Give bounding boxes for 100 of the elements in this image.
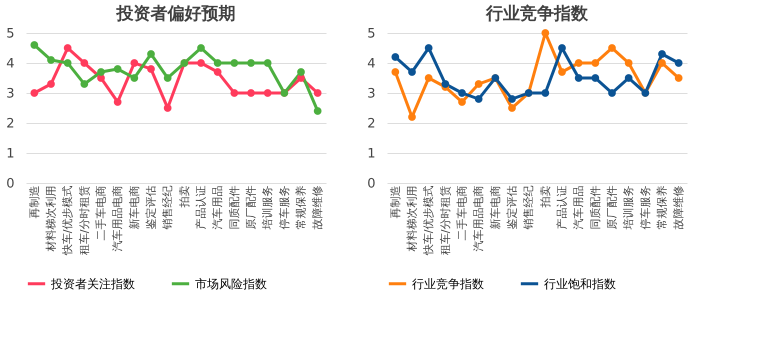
point (147, 50, 155, 58)
x-tick-label: 汽车用品电商 (472, 186, 486, 252)
point (264, 59, 272, 67)
point (197, 44, 205, 52)
y-tick-label: 0 (367, 176, 376, 192)
point (441, 80, 450, 88)
x-tick-label: 材料梯次利用 (406, 186, 418, 252)
x-tick-label: 新车电商 (128, 186, 141, 230)
x-tick-label: 二手车电商 (94, 186, 108, 240)
x-tick-label: 培训服务 (622, 186, 636, 230)
point (558, 68, 566, 76)
point (230, 89, 238, 97)
x-tick-label: 汽车用品 (572, 186, 586, 230)
x-tick-label: 鉴定评估 (506, 186, 518, 230)
x-tick-label: 产品认证 (194, 186, 208, 230)
point (624, 74, 633, 82)
point (591, 74, 600, 82)
x-tick-label: 再制造 (388, 186, 402, 218)
x-tick-label: 常规保养 (294, 186, 308, 230)
point (30, 89, 38, 97)
point (424, 74, 433, 82)
point (247, 89, 255, 97)
point (608, 44, 616, 52)
point (541, 89, 550, 97)
point (297, 68, 305, 76)
point (574, 74, 583, 82)
x-tick-label: 汽车用品 (211, 186, 224, 230)
chart-title: 行业竞争指数 (485, 4, 589, 24)
point (624, 59, 633, 67)
y-tick-label: 1 (367, 146, 376, 162)
legend-label: 行业竞争指数 (412, 276, 484, 291)
point (474, 80, 483, 88)
x-tick-label: 同质配件 (228, 186, 241, 230)
point (674, 74, 683, 82)
y-tick-label: 4 (6, 56, 14, 72)
y-tick-label: 2 (367, 116, 376, 132)
point (424, 44, 433, 52)
legend-label: 行业饱和指数 (544, 276, 616, 291)
point (558, 44, 566, 52)
point (164, 104, 172, 112)
y-tick-label: 3 (6, 86, 14, 102)
point (608, 89, 616, 97)
point (591, 59, 600, 67)
point (47, 56, 55, 64)
point (147, 65, 155, 73)
x-tick-label: 原厂配件 (606, 186, 618, 230)
x-tick-label: 拍卖 (538, 186, 552, 208)
point (458, 98, 466, 106)
point (80, 80, 88, 88)
point (508, 95, 516, 103)
y-tick-label: 0 (6, 176, 14, 192)
point (541, 29, 550, 37)
y-tick-label: 1 (6, 146, 14, 162)
point (658, 50, 666, 58)
x-tick-label: 鉴定评估 (144, 186, 158, 230)
point (47, 80, 55, 88)
x-tick-label: 再制造 (28, 186, 41, 218)
point (458, 89, 466, 97)
point (30, 41, 38, 49)
legend-label: 市场风险指数 (195, 276, 267, 291)
x-tick-label: 故障维修 (311, 186, 324, 230)
point (130, 59, 138, 67)
point (264, 89, 272, 97)
chart-title: 投资者偏好预期 (116, 4, 236, 24)
point (130, 74, 138, 82)
point (164, 74, 172, 82)
x-tick-label: 快车/优步模式 (422, 186, 436, 256)
point (674, 59, 683, 67)
x-tick-label: 销售经纪 (522, 186, 536, 230)
x-tick-label: 同质配件 (588, 186, 602, 230)
point (474, 95, 483, 103)
point (64, 44, 72, 52)
x-tick-label: 新车电商 (488, 186, 502, 230)
point (314, 107, 322, 115)
point (114, 65, 122, 73)
y-tick-label: 5 (367, 26, 376, 42)
point (391, 68, 400, 76)
x-tick-label: 培训服务 (261, 186, 274, 230)
x-tick-label: 快车/优步模式 (61, 186, 74, 256)
legend-label: 投资者关注指数 (50, 276, 135, 291)
point (508, 104, 516, 112)
x-tick-label: 原厂配件 (244, 186, 258, 230)
point (197, 59, 205, 67)
x-tick-label: 拍卖 (178, 186, 191, 208)
x-tick-label: 租车/分时租赁 (78, 186, 91, 256)
point (408, 113, 416, 121)
x-tick-label: 停车服务 (278, 186, 291, 230)
y-tick-label: 5 (6, 26, 14, 42)
point (230, 59, 238, 67)
x-tick-label: 二手车电商 (456, 186, 468, 240)
point (658, 59, 666, 67)
x-tick-label: 租车/分时租赁 (438, 186, 452, 256)
point (314, 89, 322, 97)
point (247, 59, 255, 67)
point (64, 59, 72, 67)
point (214, 59, 222, 67)
x-tick-label: 停车服务 (638, 186, 652, 230)
y-tick-label: 3 (367, 86, 376, 102)
point (80, 59, 88, 67)
point (391, 53, 400, 61)
